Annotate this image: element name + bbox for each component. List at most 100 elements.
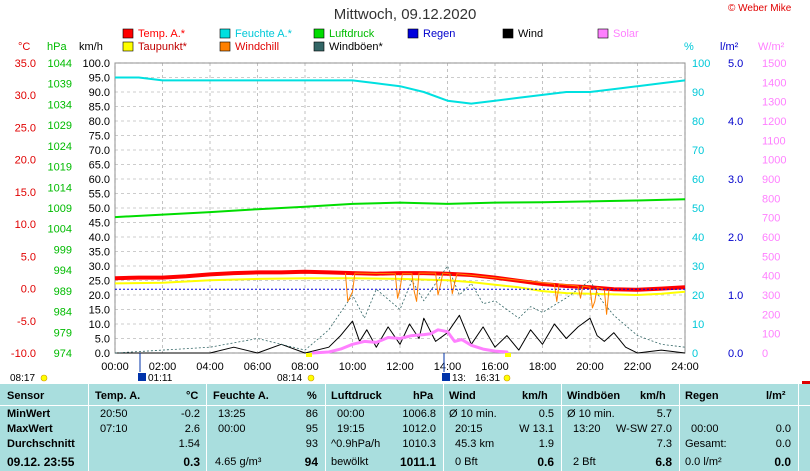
now-wind-desc: 0 Bft [455, 456, 478, 468]
hdr-sensor: Sensor [7, 390, 45, 402]
temp-tick-label: 30.0 [15, 90, 36, 102]
x-tick-label: 14:00 [434, 361, 462, 373]
wind-axis-title: km/h [79, 41, 103, 53]
max-rain-val: 0.0 [775, 423, 791, 435]
legend-label: Feuchte A.* [235, 28, 293, 40]
hdr-wind: Wind [449, 390, 476, 402]
legend-swatch [313, 28, 325, 39]
legend-swatch [219, 28, 231, 39]
now-rain-val: 0.0 [774, 455, 791, 469]
row-now-label: 09.12. 23:55 [7, 455, 75, 469]
x-tick-label: 04:00 [196, 361, 224, 373]
now-gust-val: 6.8 [655, 455, 672, 469]
temp-tick-label: 10.0 [15, 219, 36, 231]
copyright-label: © Weber Mike [728, 3, 792, 14]
row-max-label: MaxWert [7, 423, 53, 435]
solar-tick-label: 100 [762, 329, 780, 341]
hdr-temp-unit: °C [186, 390, 199, 402]
hdr-press: Luftdruck [331, 390, 382, 402]
x-tick-label: 24:00 [671, 361, 699, 373]
pressure-tick-label: 1009 [48, 203, 72, 215]
moon-icon [138, 373, 146, 381]
solar-tick-label: 1500 [762, 58, 786, 70]
max-temp-time: 07:10 [100, 423, 128, 435]
sun-marker [306, 353, 312, 357]
hdr-wind-unit: km/h [522, 390, 548, 402]
series-line-windchill [344, 272, 610, 315]
humidity-tick-label: 20 [692, 290, 704, 302]
legend-label: Taupunkt* [138, 41, 188, 53]
now-gust-desc: 2 Bft [573, 456, 596, 468]
wind-tick-label: 70.0 [89, 145, 110, 157]
humidity-tick-label: 100 [692, 58, 710, 70]
wind-tick-label: 30.0 [89, 261, 110, 273]
humidity-tick-label: 90 [692, 87, 704, 99]
x-tick-label: 22:00 [624, 361, 652, 373]
solar-axis-title: W/m² [758, 41, 785, 53]
legend-swatch [122, 28, 134, 39]
max-temp-val: 2.6 [184, 423, 200, 435]
solar-tick-label: 1400 [762, 77, 786, 89]
x-tick-label: 20:00 [576, 361, 604, 373]
temp-tick-label: 35.0 [15, 58, 36, 70]
max-gust-time: 13:20 [573, 423, 601, 435]
sun-icon [503, 374, 511, 382]
legend-label: Windchill [235, 41, 279, 53]
humidity-tick-label: 30 [692, 261, 704, 273]
pressure-tick-label: 974 [54, 348, 72, 360]
wind-tick-label: 20.0 [89, 290, 110, 302]
sun-icon [307, 374, 315, 382]
solar-tick-label: 1200 [762, 116, 786, 128]
series-line-windb-en [114, 265, 686, 354]
pressure-tick-label: 1039 [48, 79, 72, 91]
wind-tick-label: 50.0 [89, 203, 110, 215]
pressure-tick-label: 994 [54, 265, 72, 277]
solar-tick-label: 1300 [762, 97, 786, 109]
solar-tick-label: 0 [762, 348, 768, 360]
humidity-tick-label: 10 [692, 319, 704, 331]
wind-tick-label: 85.0 [89, 102, 110, 114]
legend-swatch [122, 41, 134, 52]
hdr-hum-unit: % [307, 390, 317, 402]
wind-tick-label: 40.0 [89, 232, 110, 244]
temp-tick-label: 20.0 [15, 155, 36, 167]
avg-temp-val: 1.54 [178, 438, 200, 450]
temp-tick-label: 15.0 [15, 187, 36, 199]
pressure-tick-label: 1019 [48, 162, 72, 174]
humidity-tick-label: 40 [692, 232, 704, 244]
pressure-axis-title: hPa [47, 41, 67, 53]
max-hum-time: 00:00 [218, 423, 246, 435]
solar-tick-label: 800 [762, 193, 780, 205]
temp-tick-label: 5.0 [21, 251, 36, 263]
hdr-rain: Regen [685, 390, 719, 402]
x-tick-label: 02:00 [149, 361, 177, 373]
wind-tick-label: 25.0 [89, 276, 110, 288]
min-temp-val: -0.2 [181, 408, 200, 420]
temp-axis-title: °C [18, 41, 30, 53]
moon-time-left: 01:11 [148, 373, 173, 384]
avg-wind-val: 1.9 [538, 438, 554, 450]
moon-time-mid: 13: [452, 373, 466, 384]
min-gust-val: 5.7 [656, 408, 672, 420]
solar-tick-label: 500 [762, 251, 780, 263]
rain-axis-title: l/m² [720, 41, 739, 53]
pressure-tick-label: 1044 [48, 58, 72, 70]
sun-marker [505, 353, 511, 357]
row-avg-label: Durchschnitt [7, 438, 75, 450]
now-press-val: 1011.1 [399, 455, 436, 469]
pressure-tick-label: 1024 [48, 141, 72, 153]
solar-tick-label: 1000 [762, 155, 786, 167]
wind-tick-label: 35.0 [89, 247, 110, 259]
pressure-tick-label: 984 [54, 307, 72, 319]
wind-tick-label: 100.0 [82, 58, 110, 70]
legend-label: Luftdruck [329, 28, 375, 40]
min-press-time: 00:00 [337, 408, 365, 420]
wind-tick-label: 15.0 [89, 305, 110, 317]
min-hum-val: 86 [305, 408, 318, 420]
max-hum-val: 95 [305, 423, 318, 435]
legend-swatch [407, 28, 419, 39]
temp-tick-label: -5.0 [17, 316, 36, 328]
min-hum-time: 13:25 [218, 408, 246, 420]
rain-tick-label: 3.0 [728, 174, 743, 186]
humidity-tick-label: 60 [692, 174, 704, 186]
